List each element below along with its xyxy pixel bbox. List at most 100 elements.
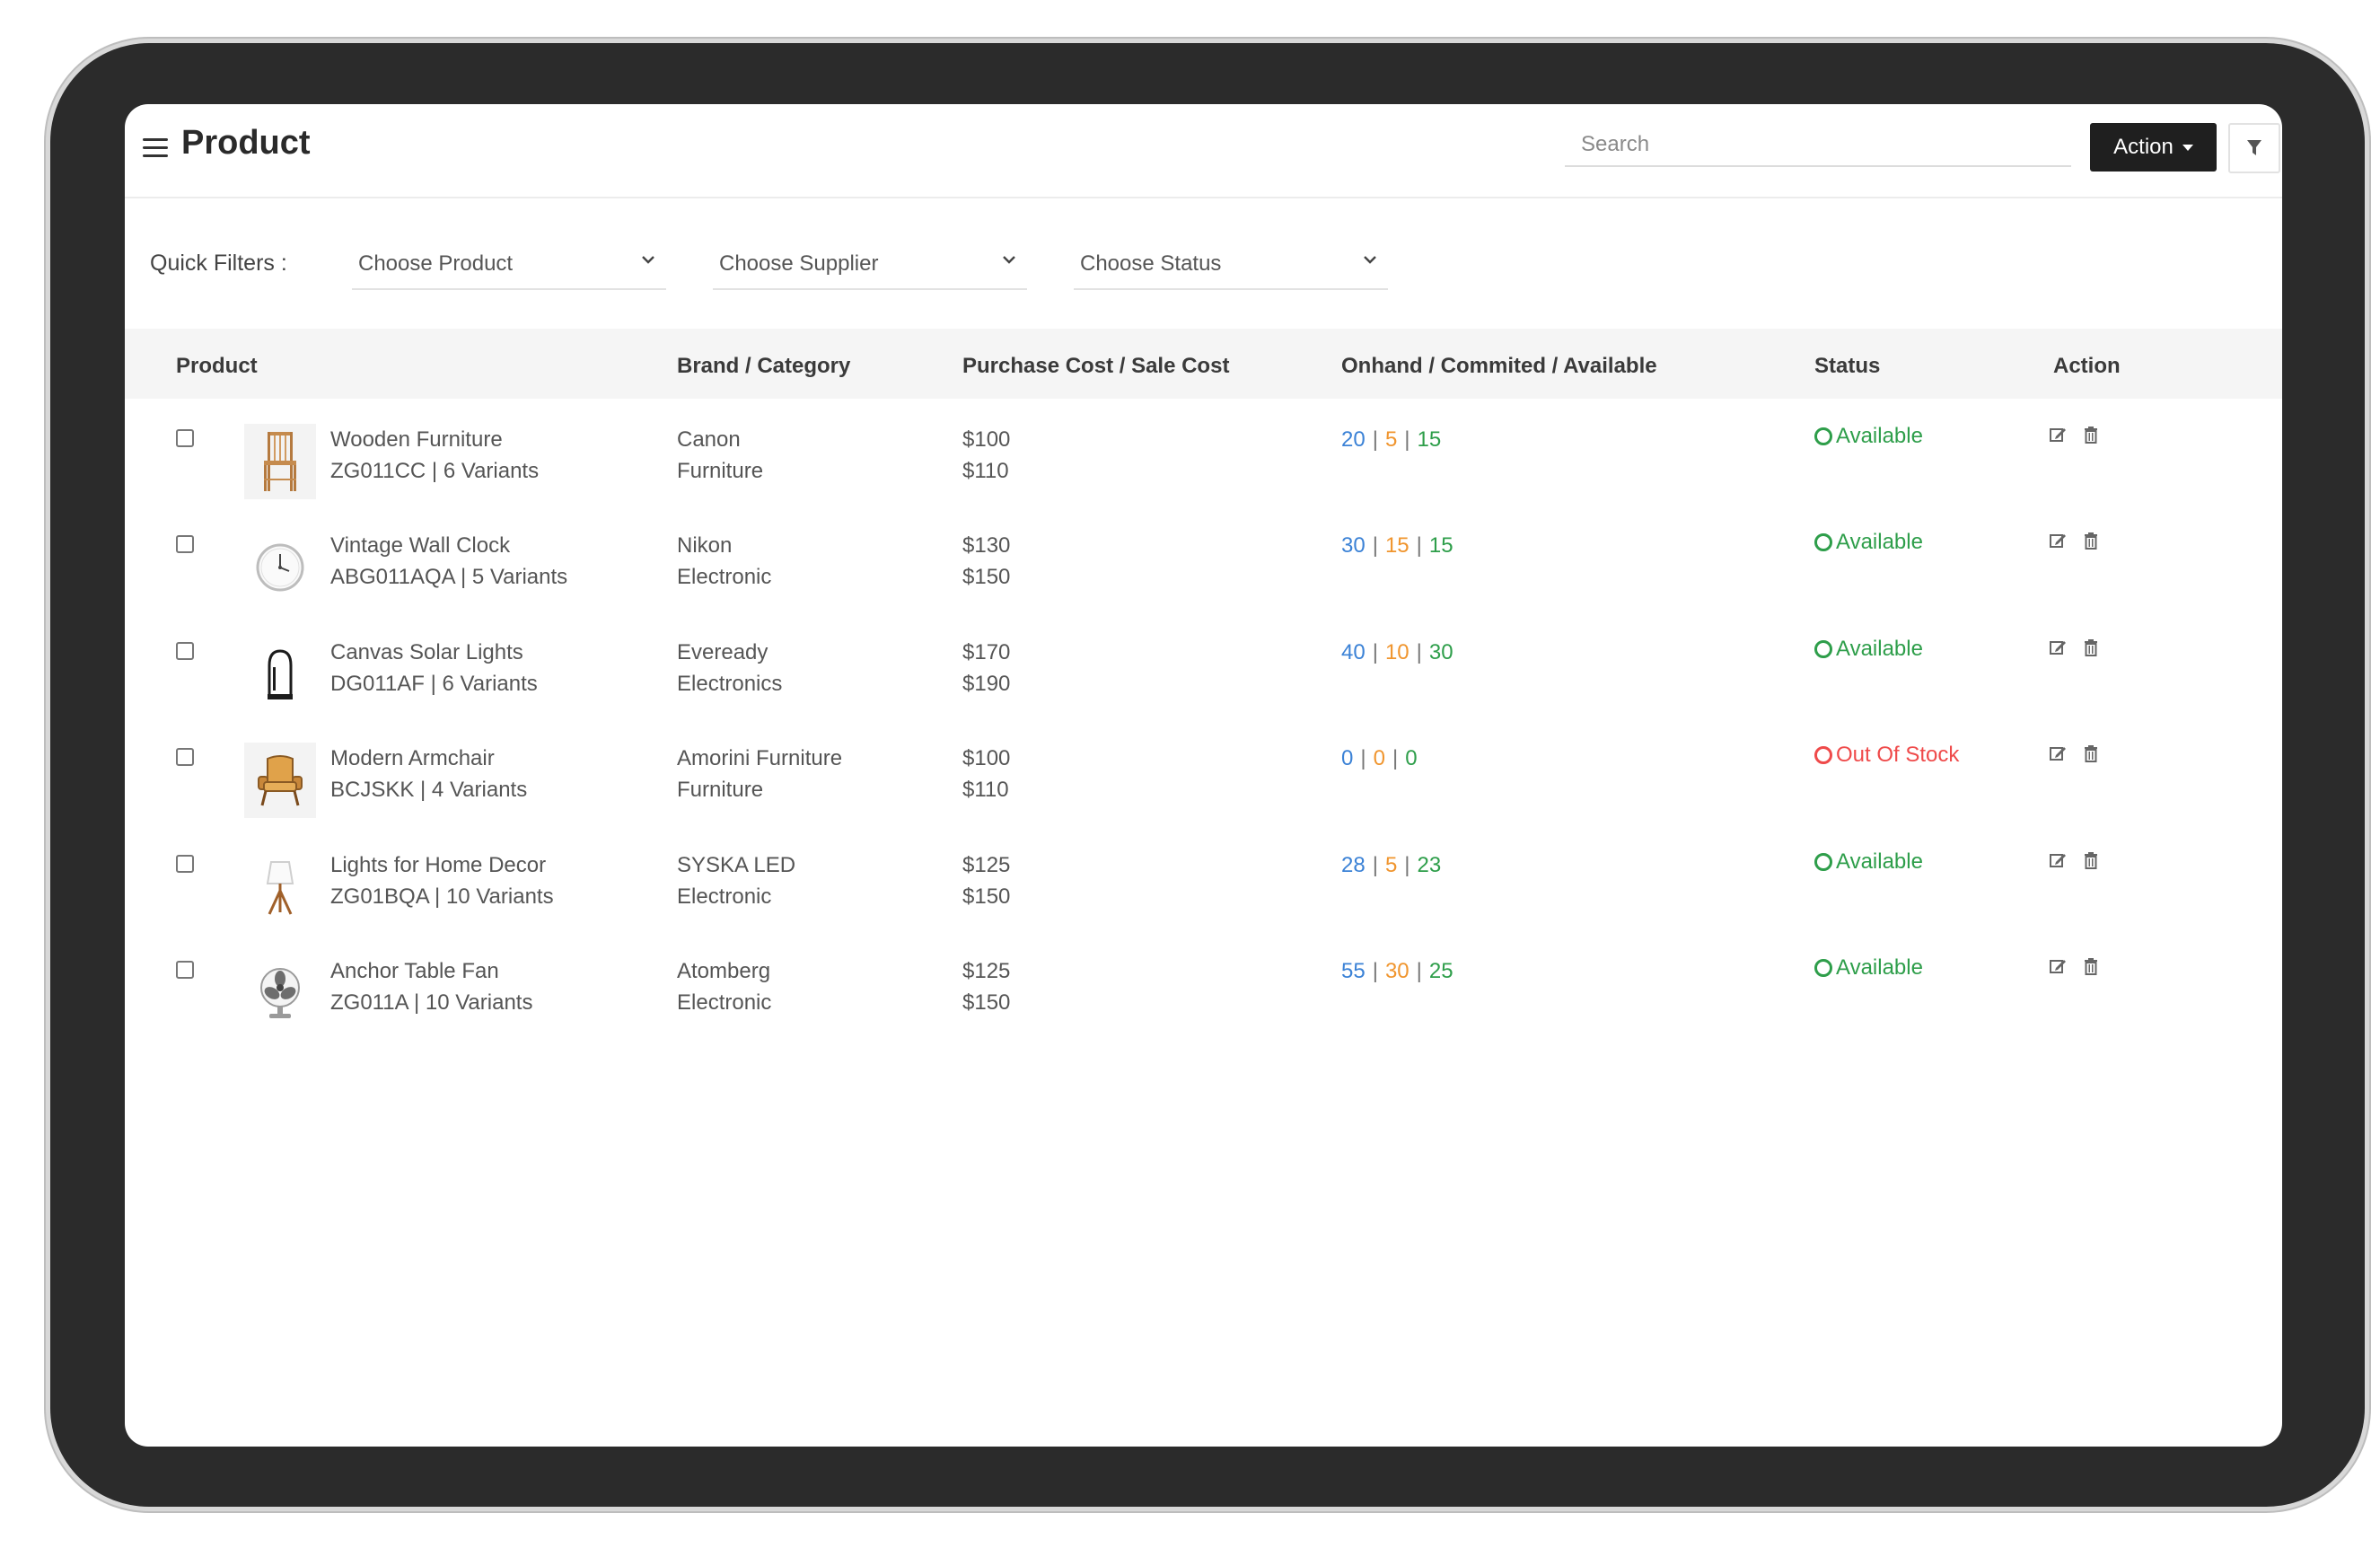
status-badge: Available xyxy=(1814,530,1923,555)
product-name[interactable]: Canvas Solar Lights xyxy=(330,640,523,664)
product-name[interactable]: Wooden Furniture xyxy=(330,427,503,452)
product-thumbnail-clock xyxy=(244,530,316,605)
committed-count: 10 xyxy=(1384,640,1410,664)
column-header-brand-category[interactable]: Brand / Category xyxy=(677,354,851,378)
caret-down-icon xyxy=(2182,144,2193,151)
trash-icon[interactable] xyxy=(2083,638,2099,656)
product-name[interactable]: Lights for Home Decor xyxy=(330,853,547,877)
committed-count: 15 xyxy=(1384,533,1410,558)
choose-supplier-select[interactable]: Choose Supplier xyxy=(713,239,1027,290)
table-row: Wooden Furniture ZG011CC | 6 Variants Ca… xyxy=(125,406,2282,512)
menu-icon[interactable] xyxy=(143,138,168,158)
product-brand: SYSKA LED xyxy=(677,853,796,877)
column-header-product[interactable]: Product xyxy=(176,354,258,378)
product-brand: Nikon xyxy=(677,533,733,558)
stock-counts: 40 | 10 | 30 xyxy=(1341,640,1453,664)
committed-count: 5 xyxy=(1384,853,1398,877)
table-row: Vintage Wall Clock ABG011AQA | 5 Variant… xyxy=(125,512,2282,618)
sale-cost: $190 xyxy=(962,672,1011,696)
chevron-down-icon xyxy=(1364,256,1376,264)
available-count: 23 xyxy=(1417,853,1442,877)
edit-icon[interactable] xyxy=(2049,957,2067,975)
wooden-chair-icon xyxy=(264,432,296,491)
sale-cost: $110 xyxy=(962,459,1009,483)
column-header-action: Action xyxy=(2053,354,2121,378)
filter-button[interactable] xyxy=(2228,123,2280,173)
stock-counts: 30 | 15 | 15 xyxy=(1341,533,1453,558)
choose-supplier-value: Choose Supplier xyxy=(719,251,879,276)
stock-counts: 0 | 0 | 0 xyxy=(1341,746,1418,770)
edit-icon[interactable] xyxy=(2049,851,2067,869)
choose-status-select[interactable]: Choose Status xyxy=(1074,239,1388,290)
product-category: Electronic xyxy=(677,990,772,1015)
purchase-cost: $125 xyxy=(962,853,1011,877)
status-label: Available xyxy=(1836,424,1923,448)
product-category: Furniture xyxy=(677,459,764,483)
choose-product-select[interactable]: Choose Product xyxy=(352,239,666,290)
column-header-cost[interactable]: Purchase Cost / Sale Cost xyxy=(962,354,1230,378)
status-ring-icon xyxy=(1814,427,1832,445)
product-name[interactable]: Modern Armchair xyxy=(330,746,495,770)
table-row: Lights for Home Decor ZG01BQA | 10 Varia… xyxy=(125,831,2282,937)
table-row: Canvas Solar Lights DG011AF | 6 Variants… xyxy=(125,619,2282,725)
row-checkbox[interactable] xyxy=(176,855,194,873)
wall-clock-icon xyxy=(256,543,304,592)
product-category: Electronics xyxy=(677,672,783,696)
available-count: 15 xyxy=(1417,427,1442,452)
row-checkbox[interactable] xyxy=(176,748,194,766)
product-name[interactable]: Vintage Wall Clock xyxy=(330,533,511,558)
trash-icon[interactable] xyxy=(2083,426,2099,444)
column-header-status[interactable]: Status xyxy=(1814,354,1881,378)
product-category: Electronic xyxy=(677,884,772,909)
product-category: Electronic xyxy=(677,565,772,589)
app-window: Product Action Quick Filters : Choose Pr… xyxy=(125,104,2282,1447)
row-checkbox[interactable] xyxy=(176,429,194,447)
trash-icon[interactable] xyxy=(2083,532,2099,550)
table-header: Product Brand / Category Purchase Cost /… xyxy=(125,329,2282,399)
product-sku: BCJSKK | 4 Variants xyxy=(330,778,528,802)
status-ring-icon xyxy=(1814,533,1832,551)
page-title: Product xyxy=(181,124,311,162)
available-count: 15 xyxy=(1428,533,1453,558)
edit-icon[interactable] xyxy=(2049,744,2067,762)
product-brand: Eveready xyxy=(677,640,768,664)
product-sku: DG011AF | 6 Variants xyxy=(330,672,538,696)
edit-icon[interactable] xyxy=(2049,532,2067,550)
status-ring-icon xyxy=(1814,853,1832,871)
status-ring-icon xyxy=(1814,959,1832,977)
purchase-cost: $100 xyxy=(962,427,1011,452)
column-header-stock[interactable]: Onhand / Commited / Available xyxy=(1341,354,1657,378)
solar-light-icon xyxy=(268,649,293,699)
row-checkbox[interactable] xyxy=(176,642,194,660)
available-count: 0 xyxy=(1405,746,1418,770)
product-thumbnail-lamp xyxy=(244,849,316,925)
sale-cost: $150 xyxy=(962,990,1011,1015)
stock-counts: 28 | 5 | 23 xyxy=(1341,853,1442,877)
committed-count: 30 xyxy=(1384,959,1410,983)
status-label: Available xyxy=(1836,530,1923,554)
product-thumbnail-solar-light xyxy=(244,637,316,712)
sale-cost: $150 xyxy=(962,884,1011,909)
status-ring-icon xyxy=(1814,640,1832,658)
action-button[interactable]: Action xyxy=(2090,123,2217,172)
committed-count: 0 xyxy=(1373,746,1385,770)
product-name[interactable]: Anchor Table Fan xyxy=(330,959,499,983)
search-input[interactable] xyxy=(1565,124,2071,167)
product-sku: ZG011A | 10 Variants xyxy=(330,990,533,1015)
status-label: Available xyxy=(1836,849,1923,874)
status-label: Out Of Stock xyxy=(1836,743,1960,767)
trash-icon[interactable] xyxy=(2083,957,2099,975)
trash-icon[interactable] xyxy=(2083,851,2099,869)
floor-lamp-icon xyxy=(266,861,294,915)
edit-icon[interactable] xyxy=(2049,638,2067,656)
table-row: Anchor Table Fan ZG011A | 10 Variants At… xyxy=(125,937,2282,1043)
status-label: Available xyxy=(1836,955,1923,980)
edit-icon[interactable] xyxy=(2049,426,2067,444)
row-checkbox[interactable] xyxy=(176,961,194,979)
trash-icon[interactable] xyxy=(2083,744,2099,762)
status-ring-icon xyxy=(1814,746,1832,764)
product-thumbnail-armchair xyxy=(244,743,316,818)
onhand-count: 40 xyxy=(1341,640,1366,664)
product-brand: Atomberg xyxy=(677,959,771,983)
row-checkbox[interactable] xyxy=(176,535,194,553)
